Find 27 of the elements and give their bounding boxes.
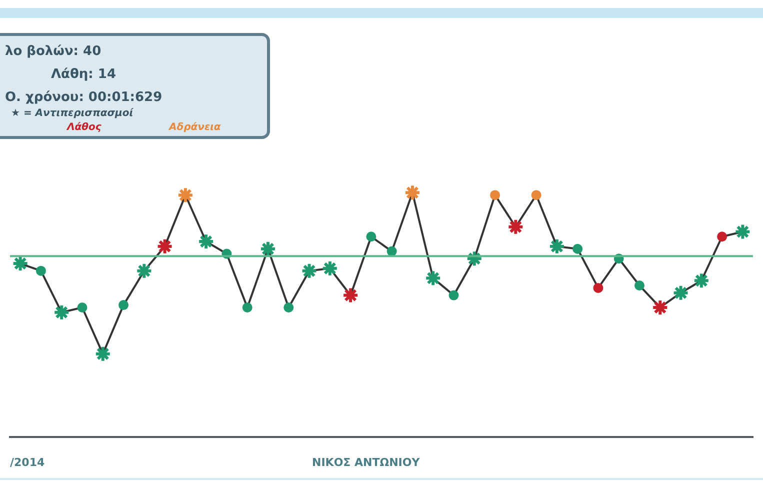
point — [734, 223, 752, 240]
point — [300, 262, 318, 280]
point — [548, 238, 566, 255]
point — [176, 186, 194, 204]
text: Λάθος — [67, 122, 102, 133]
point — [136, 262, 153, 280]
point — [94, 345, 112, 362]
point — [12, 255, 29, 272]
text: ΝΙΚΟΣ ΑΝΤΩΝΙΟΥ — [312, 456, 420, 469]
point — [198, 233, 215, 250]
point — [424, 270, 442, 287]
text: Λάθη: 14 — [51, 67, 116, 82]
text: λο βολών: 40 — [5, 44, 102, 59]
point — [53, 304, 70, 321]
point — [507, 218, 524, 236]
text: Αδράνεια — [169, 122, 221, 133]
point — [342, 286, 360, 304]
point — [652, 298, 669, 316]
text: /2014 — [10, 456, 45, 469]
point — [156, 238, 174, 255]
point — [672, 284, 690, 302]
point — [259, 240, 276, 258]
point — [692, 272, 710, 290]
text: Ο. χρόνου: 00:01:629 — [5, 90, 162, 105]
point — [404, 184, 421, 202]
point — [321, 260, 338, 277]
text: ★ = Αντιπερισπασμοί — [11, 108, 134, 119]
